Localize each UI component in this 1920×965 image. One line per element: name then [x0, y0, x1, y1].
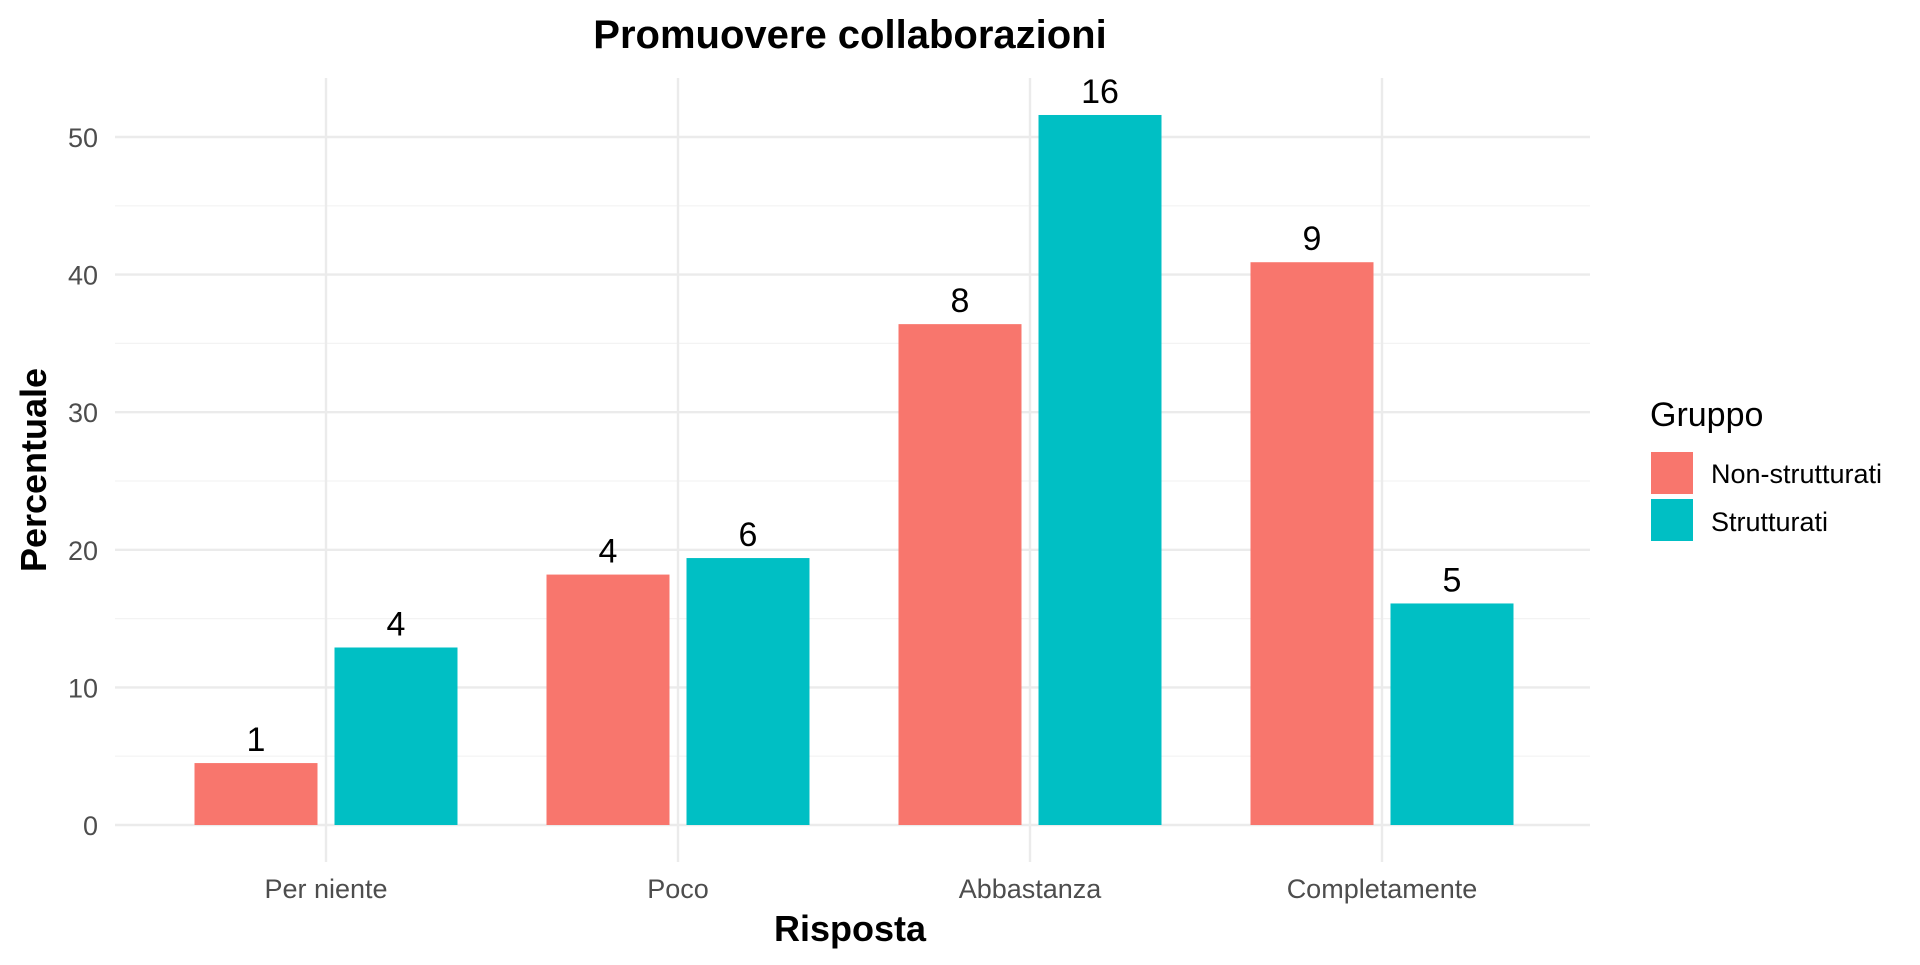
x-tick-label-per-niente: Per niente [264, 874, 387, 904]
data-label-non-strutturati-poco: 4 [599, 533, 618, 571]
data-label-strutturati-poco: 6 [739, 516, 758, 554]
y-axis-ticks: 0 10 20 30 40 50 [68, 123, 98, 841]
chart-title: Promuovere collaborazioni [593, 13, 1106, 57]
legend-title: Gruppo [1650, 396, 1763, 434]
y-tick-label: 10 [68, 673, 98, 703]
legend: Gruppo Non-strutturati Strutturati [1650, 396, 1882, 541]
data-label-non-strutturati-completamente: 9 [1303, 220, 1322, 258]
y-tick-label: 20 [68, 536, 98, 566]
x-axis-title: Risposta [774, 908, 927, 949]
data-label-strutturati-abbastanza: 16 [1081, 73, 1119, 111]
x-tick-label-abbastanza: Abbastanza [959, 874, 1103, 904]
bar-strutturati-poco [686, 558, 810, 825]
data-label-non-strutturati-abbastanza: 8 [951, 282, 970, 320]
bar-strutturati-completamente [1390, 603, 1514, 825]
bar-non-strutturati-completamente [1250, 262, 1374, 825]
legend-label-strutturati: Strutturati [1711, 507, 1828, 537]
legend-label-non-strutturati: Non-strutturati [1711, 459, 1882, 489]
bar-non-strutturati-poco [546, 574, 670, 825]
y-axis-title: Percentuale [13, 368, 54, 572]
x-tick-label-poco: Poco [647, 874, 709, 904]
bars [194, 114, 1514, 825]
bar-strutturati-per-niente [334, 647, 458, 825]
legend-swatch-non-strutturati [1651, 452, 1693, 494]
y-tick-label: 40 [68, 261, 98, 291]
legend-swatch-strutturati [1651, 499, 1693, 541]
bar-non-strutturati-per-niente [194, 763, 318, 825]
bar-strutturati-abbastanza [1038, 114, 1162, 825]
y-tick-label: 50 [68, 123, 98, 153]
data-labels: 1 4 8 9 4 6 16 5 [247, 73, 1462, 759]
y-tick-label: 0 [83, 811, 98, 841]
data-label-strutturati-completamente: 5 [1443, 561, 1462, 599]
x-axis-ticks: Per niente Poco Abbastanza Completamente [264, 874, 1477, 904]
y-tick-label: 30 [68, 398, 98, 428]
bar-non-strutturati-abbastanza [898, 324, 1022, 825]
x-tick-label-completamente: Completamente [1287, 874, 1478, 904]
data-label-non-strutturati-per-niente: 1 [247, 721, 266, 759]
data-label-strutturati-per-niente: 4 [387, 605, 406, 643]
